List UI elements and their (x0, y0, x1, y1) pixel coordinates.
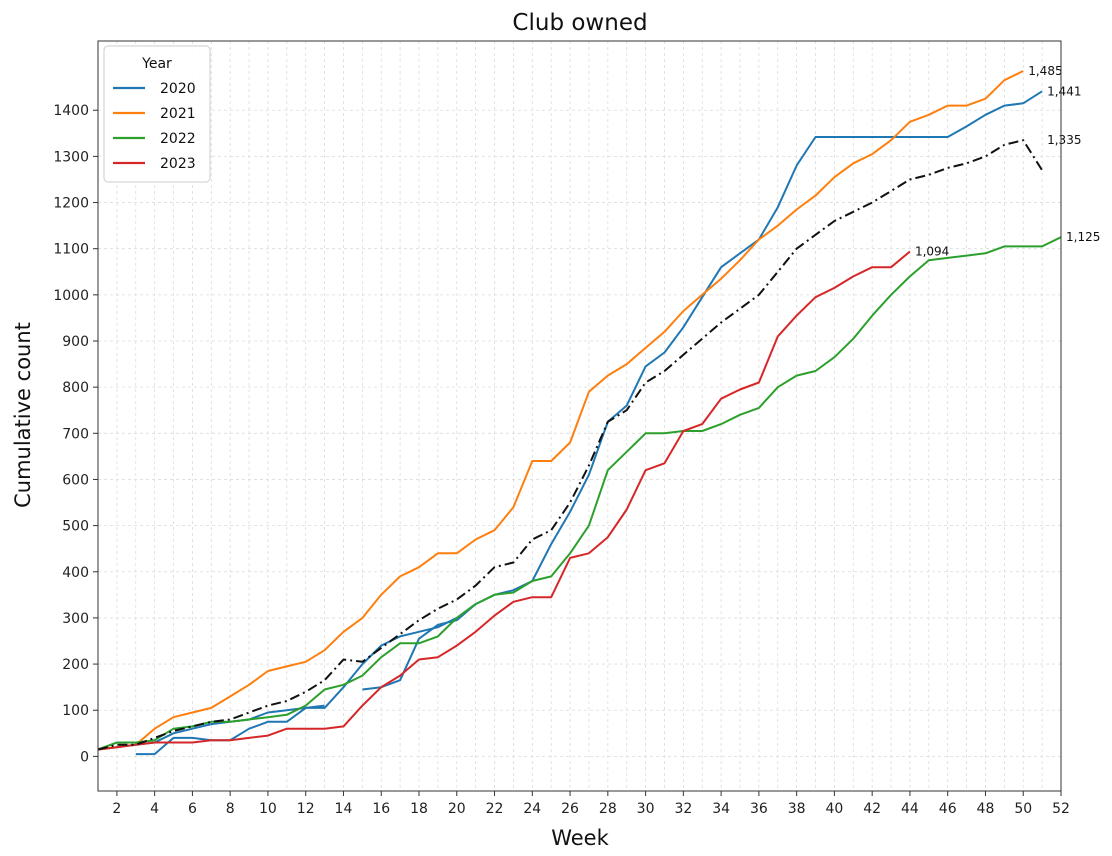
series-line (97, 70, 1024, 751)
legend-box (103, 45, 211, 183)
y-tick-label: 1000 (53, 288, 89, 304)
series-line (135, 90, 1043, 756)
legend-label: 2021 (160, 106, 196, 122)
y-tick-label: 800 (62, 380, 89, 396)
y-tick-label: 1100 (53, 242, 89, 258)
y-tick-label: 300 (62, 611, 89, 627)
x-tick-label: 42 (863, 801, 881, 817)
x-tick-label: 52 (1052, 801, 1070, 817)
end-value-labels: 1,485 1,441 1,335 1,125 1,094 (915, 64, 1100, 258)
x-tick-label: 18 (410, 801, 428, 817)
series-2023 (97, 250, 911, 751)
x-tick-label: 32 (674, 801, 692, 817)
legend-label: 2022 (160, 131, 196, 147)
y-axis-title: Cumulative count (11, 322, 35, 508)
end-value-label: 1,485 (1028, 64, 1062, 78)
y-tick-label: 200 (62, 657, 89, 673)
legend-label: 2020 (160, 81, 196, 97)
x-tick-label: 22 (486, 801, 504, 817)
y-tick-label: 400 (62, 565, 89, 581)
series-2021 (97, 70, 1024, 751)
axis-ticks: 2 4 6 8 10 12 14 16 18 20 22 24 26 28 30 32 34 36 38 40 42 44… (53, 103, 1070, 817)
x-tick-label: 28 (599, 801, 617, 817)
series-line (97, 250, 911, 751)
x-tick-label: 16 (372, 801, 390, 817)
grid (97, 41, 1062, 791)
chart-title: Club owned (512, 10, 647, 36)
x-tick-label: 38 (788, 801, 806, 817)
x-tick-label: 44 (901, 801, 919, 817)
series-2022 (97, 236, 1062, 751)
x-tick-label: 8 (226, 801, 235, 817)
x-tick-label: 30 (637, 801, 655, 817)
x-tick-label: 12 (297, 801, 315, 817)
x-tick-label: 36 (750, 801, 768, 817)
y-tick-label: 1400 (53, 103, 89, 119)
end-value-label: 1,335 (1047, 133, 1081, 147)
x-tick-label: 20 (448, 801, 466, 817)
y-tick-label: 900 (62, 334, 89, 350)
y-tick-label: 0 (80, 749, 89, 765)
x-tick-label: 2 (112, 801, 121, 817)
end-value-label: 1,094 (915, 244, 949, 258)
series-line (97, 139, 1043, 751)
x-tick-label: 6 (188, 801, 197, 817)
x-tick-label: 34 (712, 801, 730, 817)
x-tick-label: 50 (1014, 801, 1032, 817)
y-tick-label: 600 (62, 472, 89, 488)
series-average (97, 139, 1043, 751)
y-tick-label: 700 (62, 426, 89, 442)
legend-label: 2023 (160, 156, 196, 172)
plot-frame (97, 40, 1062, 792)
x-tick-label: 10 (259, 801, 277, 817)
legend: Year 2020 2021 2022 2023 (103, 45, 211, 183)
end-value-label: 1,125 (1066, 230, 1100, 244)
x-tick-label: 4 (150, 801, 159, 817)
plot-lines (97, 70, 1062, 756)
end-value-label: 1,441 (1047, 84, 1081, 98)
x-tick-label: 48 (977, 801, 995, 817)
x-tick-label: 46 (939, 801, 957, 817)
y-tick-label: 500 (62, 519, 89, 535)
x-tick-label: 24 (523, 801, 541, 817)
y-tick-label: 1200 (53, 196, 89, 212)
x-tick-label: 14 (335, 801, 353, 817)
legend-title: Year (141, 56, 172, 72)
legend-items: 2020 2021 2022 2023 (113, 81, 196, 172)
y-tick-label: 100 (62, 703, 89, 719)
x-tick-label: 40 (825, 801, 843, 817)
y-tick-label: 1300 (53, 149, 89, 165)
series-line (97, 236, 1062, 751)
x-axis-title: Week (551, 826, 609, 850)
x-tick-label: 26 (561, 801, 579, 817)
